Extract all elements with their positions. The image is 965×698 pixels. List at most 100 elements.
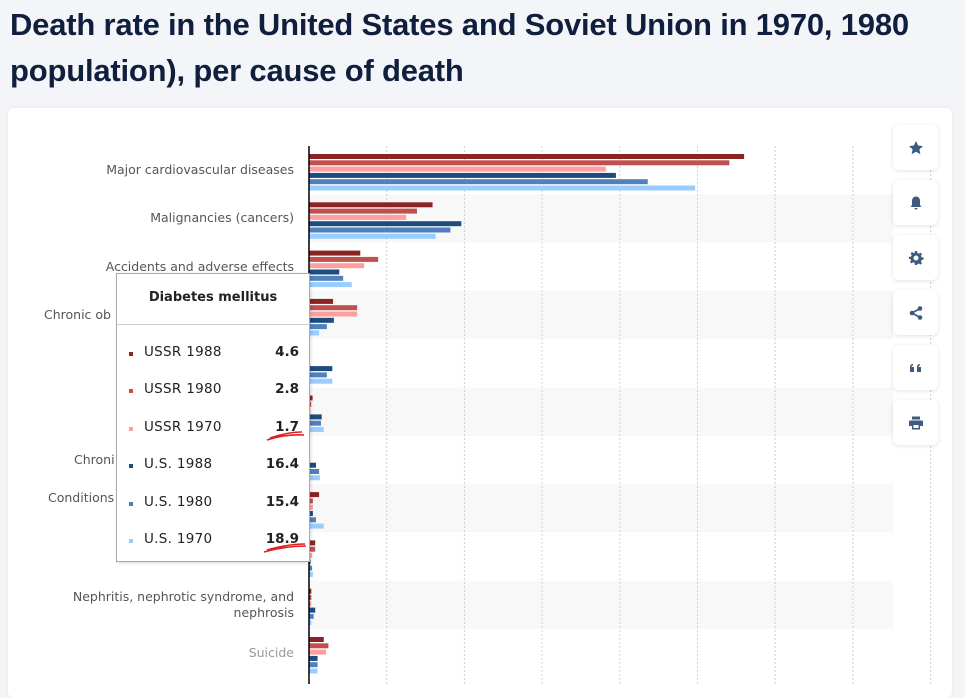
bar[interactable] <box>309 517 316 523</box>
bar[interactable] <box>309 475 320 481</box>
series-marker-icon <box>129 464 133 469</box>
bar[interactable] <box>309 269 340 275</box>
bar[interactable] <box>309 233 436 239</box>
bell-icon <box>910 196 921 209</box>
bar[interactable] <box>309 553 313 558</box>
tooltip-row: U.S. 1970 18.9 <box>129 531 299 551</box>
bar[interactable] <box>309 160 730 166</box>
bar[interactable] <box>309 565 313 571</box>
bar[interactable] <box>309 571 313 577</box>
series-marker-icon <box>129 539 133 543</box>
bar[interactable] <box>309 668 318 674</box>
tooltip-row: U.S. 1988 16.4 <box>129 456 299 476</box>
print-button[interactable] <box>893 400 938 445</box>
bar[interactable] <box>309 588 312 594</box>
title-line-1: Death rate in the United States and Sovi… <box>10 7 909 42</box>
bar[interactable] <box>309 649 327 655</box>
bar[interactable] <box>309 172 616 178</box>
bar[interactable] <box>309 613 314 619</box>
bar[interactable] <box>309 208 418 214</box>
bar-chart <box>308 146 932 684</box>
share-button[interactable] <box>893 290 938 335</box>
category-label: Suicide <box>248 645 294 660</box>
series-name: U.S. 1980 <box>144 493 213 510</box>
bar[interactable] <box>309 655 318 661</box>
bar[interactable] <box>309 154 745 159</box>
row-band <box>309 290 893 340</box>
bar[interactable] <box>309 179 648 185</box>
series-value: 4.6 <box>275 344 299 360</box>
row-band <box>309 387 893 436</box>
bar[interactable] <box>309 540 316 546</box>
share-icon <box>909 305 922 320</box>
bar[interactable] <box>309 330 320 336</box>
row-band <box>309 580 893 629</box>
series-marker-icon <box>129 501 133 506</box>
series-value: 15.4 <box>265 493 299 510</box>
settings-button[interactable] <box>893 235 938 280</box>
gear-icon <box>908 250 924 265</box>
bar[interactable] <box>309 643 329 649</box>
bar[interactable] <box>309 620 312 626</box>
category-label: Malignancies (cancers) <box>150 210 294 226</box>
bar[interactable] <box>309 492 320 498</box>
bar[interactable] <box>309 511 313 516</box>
bar[interactable] <box>309 414 322 420</box>
bar[interactable] <box>309 305 358 311</box>
star-icon <box>908 140 923 154</box>
series-value: 1.7 <box>275 418 299 435</box>
bar[interactable] <box>309 366 333 372</box>
series-name: U.S. 1970 <box>144 531 213 547</box>
series-name: U.S. 1988 <box>144 456 213 473</box>
bar[interactable] <box>309 282 352 288</box>
category-label: Nephritis, nephrotic syndrome, and nephr… <box>72 588 294 620</box>
bar[interactable] <box>309 317 334 323</box>
bar[interactable] <box>309 185 696 191</box>
bar[interactable] <box>309 298 334 304</box>
series-marker-icon <box>129 389 133 394</box>
row-band <box>309 484 893 533</box>
bar[interactable] <box>309 462 316 468</box>
tooltip-row: U.S. 1980 15.4 <box>129 494 299 514</box>
bar[interactable] <box>309 324 327 330</box>
bar[interactable] <box>309 523 324 529</box>
bar[interactable] <box>309 401 312 407</box>
bar[interactable] <box>309 504 313 510</box>
title-line-2: population), per cause of death <box>10 53 464 88</box>
tooltip-row: USSR 1970 1.7 <box>129 419 299 439</box>
tooltip-title: Diabetes mellitus <box>117 274 309 325</box>
bar[interactable] <box>309 311 358 317</box>
bar[interactable] <box>309 166 606 172</box>
bar[interactable] <box>309 275 344 281</box>
bar[interactable] <box>309 595 312 600</box>
bar[interactable] <box>309 607 316 613</box>
bar[interactable] <box>309 427 324 432</box>
category-label: Accidents and adverse effects <box>105 258 294 274</box>
bar[interactable] <box>309 601 312 607</box>
bar[interactable] <box>309 256 379 262</box>
bar[interactable] <box>309 263 365 269</box>
bar[interactable] <box>309 469 320 474</box>
bar[interactable] <box>309 546 316 552</box>
bar[interactable] <box>309 378 333 384</box>
tooltip-row: USSR 1980 2.8 <box>129 381 299 401</box>
bar[interactable] <box>309 250 361 256</box>
bar[interactable] <box>309 227 451 233</box>
category-label: Chronic ob <box>44 306 111 322</box>
favorite-button[interactable] <box>893 125 938 170</box>
cite-button[interactable] <box>893 345 938 390</box>
bar[interactable] <box>309 662 318 668</box>
bar[interactable] <box>309 202 433 208</box>
bar[interactable] <box>309 214 407 220</box>
series-value: 2.8 <box>275 381 299 398</box>
page-title: Death rate in the United States and Sovi… <box>10 2 965 94</box>
series-name: USSR 1970 <box>144 418 222 435</box>
bar[interactable] <box>309 637 324 642</box>
bar[interactable] <box>309 498 313 504</box>
bar[interactable] <box>309 372 327 378</box>
bar[interactable] <box>309 420 321 426</box>
bar[interactable] <box>309 221 462 227</box>
bar[interactable] <box>309 395 313 401</box>
category-label: Conditions <box>48 490 115 506</box>
notification-button[interactable] <box>893 180 938 225</box>
